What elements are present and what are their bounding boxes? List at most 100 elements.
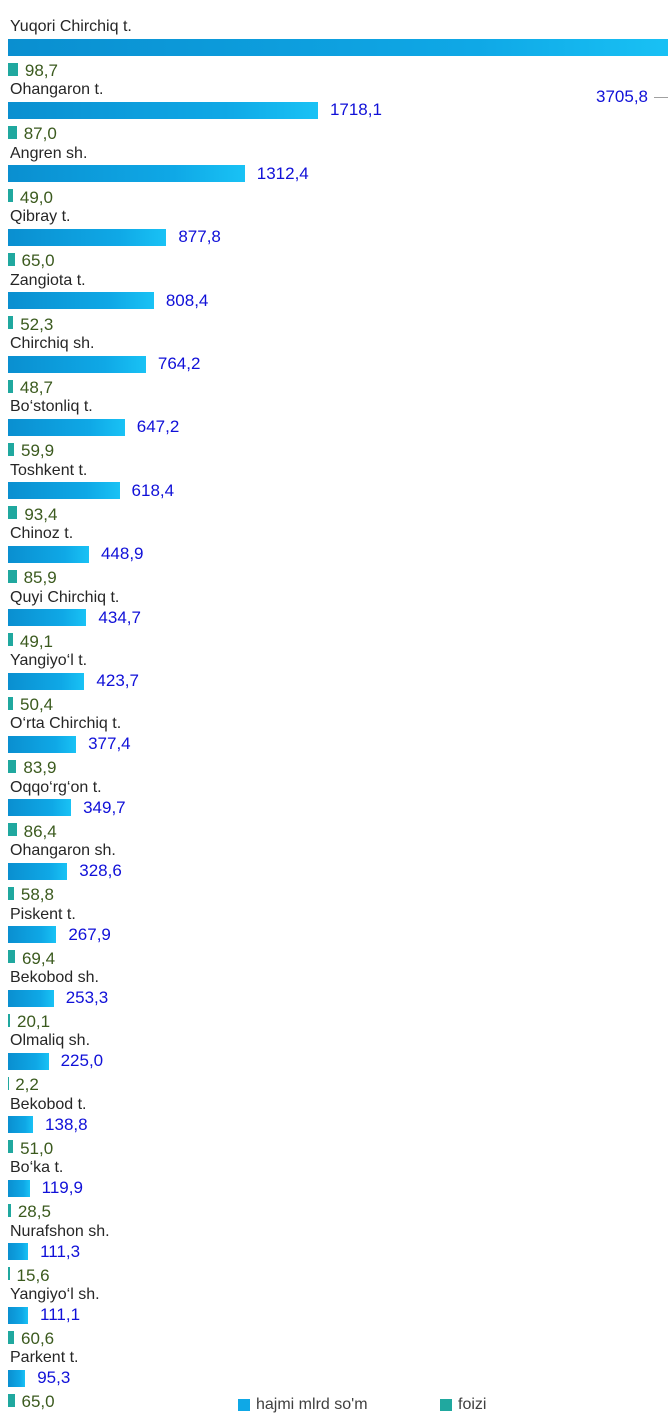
value-label: 808,4: [165, 290, 209, 310]
value-label: 448,9: [100, 544, 144, 564]
value-label: 49,1: [19, 631, 53, 651]
value-label: 49,0: [19, 187, 53, 207]
category-label: Yangiyo‘l sh.: [10, 1286, 100, 1303]
value-label: 111,3: [40, 1241, 81, 1261]
bar: [8, 101, 318, 119]
value-label: 48,7: [19, 378, 53, 397]
value-label: 93,4: [24, 504, 58, 524]
category-label: Ohangaron t.: [10, 81, 104, 99]
value-label: 434,7: [98, 607, 141, 627]
category-label: Bo‘ka t.: [10, 1159, 64, 1177]
category-label: Yangiyo‘l t.: [10, 652, 88, 669]
bar: [8, 1116, 34, 1134]
bar: [8, 355, 146, 373]
category-label: Quyi Chirchiq t.: [10, 588, 120, 606]
legend-label: hajmi mlrd so'm: [256, 1396, 368, 1413]
bar: [8, 1203, 11, 1217]
value-label: 20,1: [17, 1012, 51, 1031]
bar: [8, 125, 17, 139]
bar: [8, 1243, 29, 1261]
value-label: 28,5: [17, 1202, 51, 1222]
category-label: Zangiota t.: [10, 271, 86, 289]
value-label: 328,6: [79, 861, 122, 881]
bar: [8, 1306, 29, 1324]
bar: [8, 672, 85, 690]
bar: [8, 989, 54, 1007]
category-label: Toshkent t.: [10, 461, 88, 479]
category-label: Olmaliq sh.: [10, 1032, 91, 1050]
value-label: 65,0: [21, 1392, 55, 1412]
category-label: Chirchiq sh.: [10, 335, 95, 352]
category-label: Ohangaron sh.: [10, 842, 116, 860]
category-label: Bo‘stonliq t.: [10, 398, 93, 416]
bar: [8, 633, 13, 647]
value-label: 59,9: [20, 441, 55, 461]
category-label: Piskent t.: [10, 905, 76, 923]
value-label: 86,4: [23, 821, 57, 841]
value-label: 52,3: [20, 314, 54, 334]
leader-line: [654, 97, 668, 98]
bar: [8, 862, 68, 880]
value-label: 15,6: [16, 1265, 50, 1285]
category-label: Yuqori Chirchiq t.: [10, 18, 132, 35]
bar: [8, 506, 18, 520]
bar: [8, 569, 17, 583]
value-label: 225,0: [60, 1051, 104, 1071]
bar: [8, 189, 13, 203]
bar: [8, 799, 72, 817]
value-label: 65,0: [21, 251, 55, 271]
value-label: 267,9: [68, 924, 111, 944]
bar: [8, 696, 14, 710]
category-label: Oqqo‘rg‘on t.: [10, 778, 102, 796]
bar: [8, 62, 18, 76]
bar: [8, 886, 14, 900]
bar: [8, 1267, 10, 1281]
value-label: 95,3: [37, 1368, 71, 1388]
value-label: 50,4: [20, 695, 54, 714]
bar: [8, 759, 17, 773]
value-label: 111,1: [40, 1305, 81, 1324]
bar: [8, 165, 245, 183]
category-label: Qibray t.: [10, 208, 71, 226]
value-label: 138,8: [45, 1114, 88, 1134]
category-label: O‘rta Chirchiq t.: [10, 715, 122, 733]
category-label: Bekobod sh.: [10, 969, 99, 986]
bar: [8, 379, 13, 393]
value-label: 1312,4: [256, 163, 309, 183]
value-label: 647,2: [136, 417, 180, 437]
value-label: 69,4: [21, 948, 56, 968]
bar: [8, 292, 154, 310]
bar: [8, 252, 15, 266]
bar: [8, 545, 89, 563]
bar: [8, 735, 77, 753]
legend-label: foizi: [458, 1396, 487, 1413]
bar: [8, 1179, 30, 1197]
bar: [8, 418, 125, 436]
legend-swatch: [440, 1399, 452, 1411]
value-label: 877,8: [178, 227, 221, 247]
value-label: 618,4: [131, 480, 175, 500]
bar: [8, 609, 87, 627]
value-label: 3705,8: [596, 87, 648, 106]
value-label: 1718,1: [329, 100, 382, 120]
value-label: 98,7: [24, 61, 58, 80]
bar: [8, 926, 57, 944]
bar: [8, 1369, 26, 1387]
bar: [8, 482, 120, 500]
value-label: 83,9: [23, 758, 57, 778]
value-label: 423,7: [96, 671, 139, 690]
category-label: Angren sh.: [10, 144, 88, 162]
value-label: 2,2: [15, 1075, 39, 1095]
legend-item: hajmi mlrd so'm: [238, 1396, 368, 1414]
value-label: 119,9: [41, 1178, 83, 1198]
bar: [8, 442, 14, 456]
category-label: Bekobod t.: [10, 1095, 87, 1113]
value-label: 764,2: [157, 354, 201, 373]
bar: [8, 1013, 10, 1027]
legend-item: foizi: [440, 1396, 486, 1414]
bar: [8, 1140, 14, 1154]
value-label: 51,0: [20, 1138, 54, 1158]
value-label: 87,0: [23, 124, 57, 144]
